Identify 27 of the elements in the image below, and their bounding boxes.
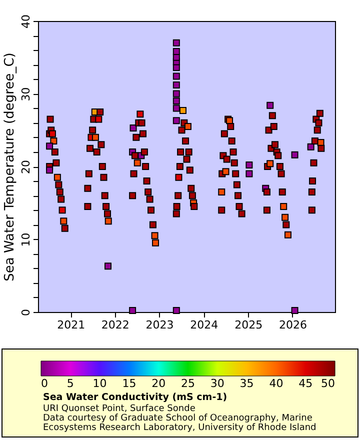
x-tick-label: 2025	[234, 318, 263, 332]
color-bar-label: 30	[210, 377, 224, 390]
text: Data courtesy of Graduate School of Oceanography, Marine	[43, 414, 313, 424]
y-tick-label: 30	[20, 87, 32, 102]
y-tick-label: 10	[20, 232, 32, 247]
x-tick-label: 2026	[278, 318, 307, 332]
y-tick-label: 0	[20, 309, 32, 316]
color-bar-label: 0	[41, 377, 48, 390]
color-bar-label: 10	[92, 377, 107, 390]
color-bar-label: 15	[122, 377, 136, 390]
x-tick-label: 2021	[57, 318, 86, 332]
color-bar-label: 40	[269, 377, 284, 390]
color-bar-label: 35	[240, 377, 254, 390]
x-tick-label: 2024	[190, 318, 218, 332]
y-tick-label: 40	[20, 14, 32, 28]
color-bar-title: Sea Water Conductivity (mS cm-1)	[43, 392, 228, 403]
x-tick-label: 2022	[101, 318, 130, 332]
y-axis-title: Sea Water Temperature (degree_C)	[2, 52, 18, 282]
text: Ecosystems Research Laboratory, University of Rhode Island	[43, 423, 316, 433]
color-bar-label: 5	[66, 377, 74, 390]
color-bar-label: 20	[152, 377, 166, 390]
y-tick-label: 20	[20, 160, 32, 174]
color-bar-label: 50	[321, 377, 335, 390]
color-bar-label: 25	[181, 377, 195, 390]
color-bar-label: 45	[298, 377, 313, 390]
x-tick-label: 2023	[146, 318, 174, 332]
text: URI Quonset Point, Surface Sonde	[43, 404, 196, 414]
